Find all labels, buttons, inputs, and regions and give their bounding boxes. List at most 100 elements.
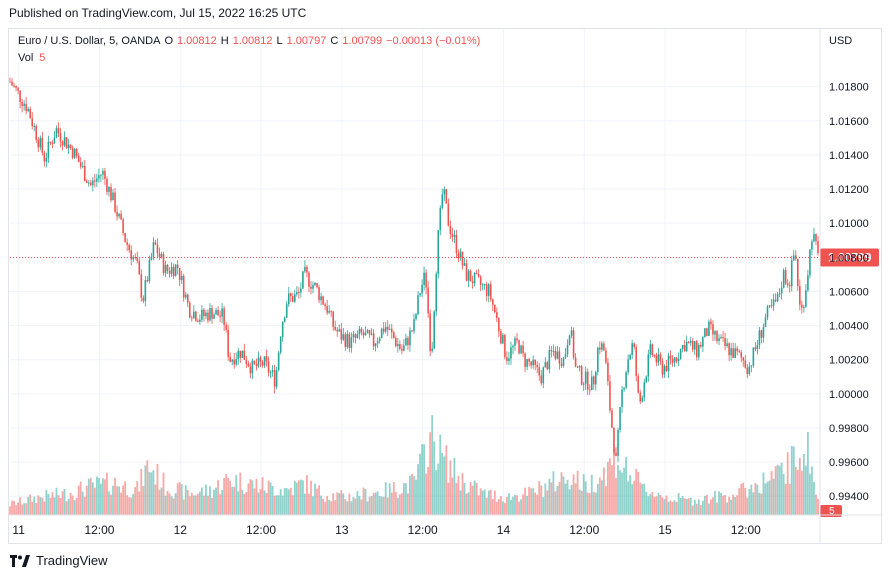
candle-body [21, 102, 23, 106]
candle-body [491, 299, 494, 305]
y-tick-label: 0.99600 [829, 457, 869, 469]
candle-body [554, 350, 557, 359]
candle-body [366, 330, 369, 333]
volume-bar [251, 480, 254, 515]
volume-bar [352, 496, 355, 515]
volume-bar [421, 444, 423, 515]
candle-body [782, 270, 785, 288]
candle-body [209, 308, 211, 321]
candle-body [722, 337, 724, 339]
volume-bar [762, 472, 765, 515]
candle-body [427, 287, 429, 314]
candle-body [399, 344, 401, 349]
volume-bar [712, 497, 714, 515]
volume-bar [605, 486, 607, 515]
volume-bar [31, 501, 34, 515]
candle-body [287, 293, 290, 305]
candle-body [696, 341, 698, 358]
candle-body [259, 357, 262, 362]
volume-bar [611, 465, 613, 515]
volume-bar [491, 498, 494, 515]
candle-body [439, 207, 442, 231]
high-value: 1.00812 [232, 35, 273, 47]
candle-body [784, 270, 787, 284]
volume-bar [756, 484, 759, 515]
volume-bar [625, 457, 627, 515]
candle-body [164, 264, 167, 274]
candle-body [748, 366, 751, 375]
volume-bar [49, 497, 52, 515]
candle-body [174, 264, 177, 277]
candle-body [158, 253, 161, 257]
volume-bar [267, 480, 270, 515]
candle-body [506, 357, 508, 361]
volume-bar [522, 494, 524, 515]
candle-body [221, 308, 223, 317]
candle-body [318, 287, 320, 301]
volume-bar [501, 501, 504, 515]
last-price-label: 1.00799 [828, 250, 872, 264]
volume-bar [681, 495, 684, 515]
y-tick-label: 1.00600 [829, 286, 869, 298]
volume-bar [493, 490, 496, 515]
candle-body [435, 273, 438, 312]
candle-body [213, 314, 215, 319]
volume-bar [340, 490, 343, 515]
candle-body [384, 326, 387, 332]
candle-body [289, 293, 292, 297]
volume-bar [275, 495, 278, 515]
volume-bar [283, 488, 286, 515]
volume-bar [562, 476, 565, 515]
candle-body [249, 366, 252, 374]
candle-body [182, 275, 185, 298]
candle-body [124, 233, 126, 243]
candle-body [485, 284, 488, 296]
volume-bar [170, 496, 173, 515]
candle-body [558, 351, 561, 364]
candle-body [411, 330, 413, 332]
candle-body [803, 306, 805, 308]
candle-body [138, 260, 141, 275]
volume-bar [396, 497, 399, 515]
candle-body [81, 166, 84, 168]
candle-body [336, 329, 339, 332]
candle-body [292, 296, 294, 302]
candle-body [348, 334, 351, 348]
volume-bar [83, 496, 86, 515]
candle-body [794, 255, 797, 259]
candle-body [43, 152, 46, 162]
candle-body [522, 345, 524, 354]
candle-body [201, 309, 203, 320]
volume-bar [150, 472, 153, 515]
candle-body [453, 234, 456, 237]
candle-body [740, 352, 743, 358]
volume-bar [568, 489, 571, 515]
candle-body [90, 182, 92, 186]
candle-body [380, 328, 383, 339]
volume-bar [380, 496, 383, 515]
candle-body [706, 328, 708, 336]
volume-bar [649, 494, 652, 515]
candle-body [673, 357, 676, 363]
candle-body [540, 375, 543, 384]
candle-body [168, 270, 171, 274]
candle-body [178, 268, 181, 281]
volume-bar [596, 484, 599, 515]
volume-bar [512, 496, 514, 515]
volume-bar [582, 474, 585, 515]
volume-bar [673, 500, 676, 515]
footer-brand[interactable]: TradingView [10, 553, 108, 568]
candle-body [510, 347, 512, 359]
candle-body [520, 345, 522, 354]
volume-bar [718, 491, 720, 515]
candle-body [57, 128, 60, 134]
candle-body [768, 305, 771, 307]
volume-bar [289, 487, 292, 515]
candle-body [199, 319, 201, 322]
volume-bar [415, 479, 417, 515]
volume-bar [497, 499, 500, 515]
volume-bar [110, 494, 112, 515]
candle-body [423, 272, 425, 285]
volume-bar [504, 502, 506, 515]
